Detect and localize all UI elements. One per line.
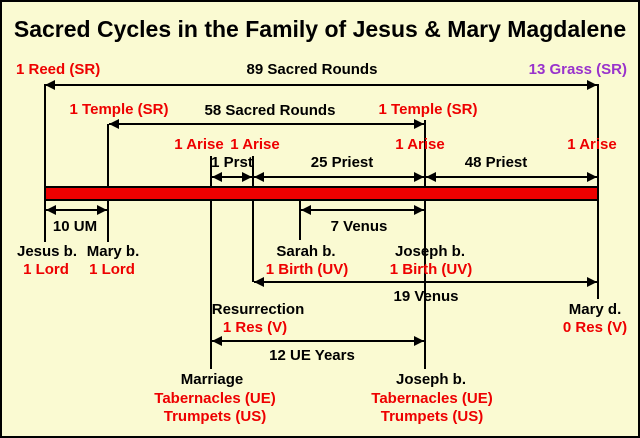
label-12-ue-years: 12 UE Years — [269, 347, 355, 364]
span-arrow-89-sacred-rounds — [45, 80, 597, 90]
label-10-um: 10 UM — [52, 218, 98, 235]
diagram-title: Sacred Cycles in the Family of Jesus & M… — [13, 16, 627, 42]
label-tabernacles-ue-left: Tabernacles (UE) — [154, 390, 276, 407]
label-mary-b: Mary b. — [86, 243, 140, 260]
span-arrow-58-sacred-rounds — [109, 119, 424, 129]
label-1-arise-2: 1 Arise — [230, 136, 280, 153]
span-arrow-7-venus — [301, 205, 424, 215]
label-1-arise-3: 1 Arise — [395, 136, 445, 153]
label-resurrection: Resurrection — [211, 301, 305, 318]
label-trumpets-us-right: Trumpets (US) — [380, 408, 484, 425]
event-line-joseph-birth — [424, 120, 426, 369]
event-line-arise-second — [252, 156, 254, 282]
label-58-sacred-rounds: 58 Sacred Rounds — [204, 102, 336, 119]
label-1-birth-uv-joseph: 1 Birth (UV) — [389, 261, 473, 278]
label-jesus-b: Jesus b. — [16, 243, 78, 260]
label-1-arise-4: 1 Arise — [567, 136, 617, 153]
span-arrow-10-um — [46, 205, 107, 215]
label-tabernacles-ue-right: Tabernacles (UE) — [371, 390, 493, 407]
span-arrow-12-ue-years — [212, 336, 424, 346]
label-7-venus: 7 Venus — [330, 218, 388, 235]
label-joseph-b-bottom: Joseph b. — [395, 371, 467, 388]
label-trumpets-us-left: Trumpets (US) — [163, 408, 267, 425]
label-sarah-b: Sarah b. — [276, 243, 336, 260]
event-line-jesus-birth — [44, 84, 46, 242]
label-89-sacred-rounds: 89 Sacred Rounds — [246, 61, 378, 78]
label-1-lord-jesus: 1 Lord — [23, 261, 69, 278]
span-arrow-1-prst — [212, 172, 252, 182]
event-line-mary-birth — [107, 124, 109, 242]
event-line-sarah-birth — [299, 201, 301, 240]
label-mary-d: Mary d. — [568, 301, 622, 318]
label-1-lord-mary: 1 Lord — [89, 261, 135, 278]
label-1-temple-sr-right: 1 Temple (SR) — [378, 101, 478, 118]
span-arrow-48-priest — [426, 172, 597, 182]
label-1-prst: 1 Prst — [211, 154, 253, 171]
timeline-bar — [44, 186, 599, 201]
label-25-priest: 25 Priest — [310, 154, 374, 171]
event-line-resurrection-marriage — [210, 156, 212, 369]
label-19-venus: 19 Venus — [393, 288, 459, 305]
label-13-grass-sr: 13 Grass (SR) — [528, 61, 627, 78]
label-marriage: Marriage — [180, 371, 244, 388]
label-1-temple-sr-left: 1 Temple (SR) — [69, 101, 169, 118]
label-0-res-v: 0 Res (V) — [562, 319, 628, 336]
span-arrow-25-priest — [254, 172, 424, 182]
label-48-priest: 48 Priest — [464, 154, 528, 171]
label-1-res-v: 1 Res (V) — [222, 319, 288, 336]
label-1-reed-sr: 1 Reed (SR) — [16, 61, 101, 78]
span-arrow-19-venus — [254, 277, 597, 287]
label-1-birth-uv-sarah: 1 Birth (UV) — [265, 261, 349, 278]
label-1-arise-1: 1 Arise — [174, 136, 224, 153]
label-joseph-b: Joseph b. — [394, 243, 466, 260]
